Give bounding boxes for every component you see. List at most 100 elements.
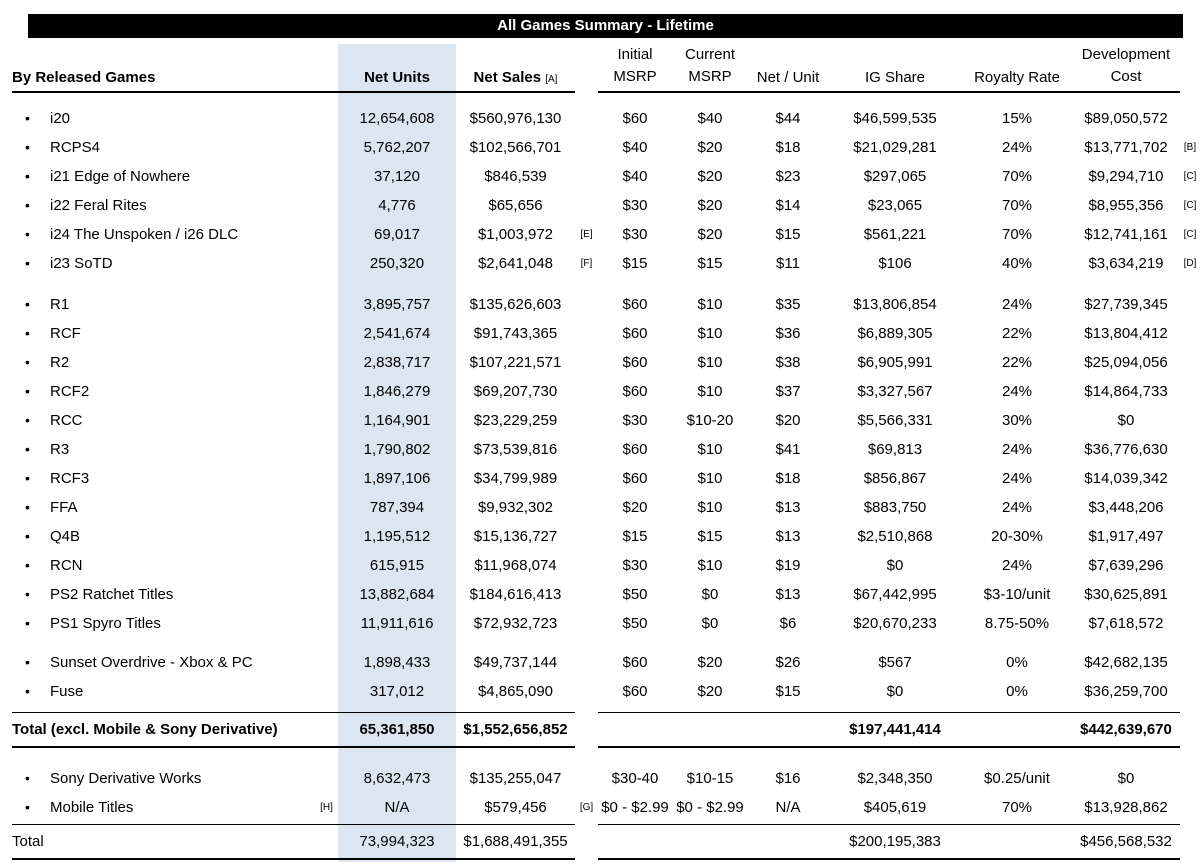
cell-dev-cost[interactable]: $13,804,412 bbox=[1084, 325, 1168, 342]
cell-name[interactable]: • i22 Feral Rites bbox=[12, 191, 315, 220]
table-row[interactable]: • R1 3,895,757 $135,626,603 $60 $10 $35 $13,806… bbox=[12, 290, 1200, 319]
cell-note-dev[interactable] bbox=[1180, 609, 1200, 638]
cell-note-sales[interactable] bbox=[575, 162, 598, 191]
cell-initial-msrp[interactable]: $60 bbox=[622, 383, 648, 400]
cell-net-sales[interactable]: $135,255,047 bbox=[469, 770, 562, 787]
cell-name[interactable]: Total (excl. Mobile & Sony Derivative) bbox=[12, 712, 315, 748]
cell-net-per-unit[interactable]: $36 bbox=[775, 325, 801, 342]
cell-name[interactable]: • R1 bbox=[12, 290, 315, 319]
cell-note-sales[interactable] bbox=[575, 609, 598, 638]
table-row[interactable]: • PS2 Ratchet Titles 13,882,684 $184,616,41… bbox=[12, 580, 1200, 609]
cell-net-sales[interactable]: $2,641,048 bbox=[477, 255, 554, 272]
cell-royalty-rate[interactable]: 24% bbox=[1001, 139, 1033, 156]
cell-ig-share[interactable]: $561,221 bbox=[863, 226, 927, 243]
cell-note-sales[interactable] bbox=[575, 290, 598, 319]
cell-name[interactable]: • Q4B bbox=[12, 522, 315, 551]
cell-name[interactable]: • i20 bbox=[12, 104, 315, 133]
cell-ig-share[interactable]: $856,867 bbox=[863, 470, 927, 487]
table-row[interactable]: • Q4B 1,195,512 $15,136,727 $15 $15 $13 $2,510,… bbox=[12, 522, 1200, 551]
cell-dev-cost[interactable]: $13,928,862 bbox=[1084, 799, 1168, 816]
cell-note-dev[interactable] bbox=[1180, 290, 1200, 319]
cell-ig-share[interactable]: $2,510,868 bbox=[857, 528, 933, 545]
cell-note-dev[interactable] bbox=[1180, 406, 1200, 435]
cell-ig-share[interactable]: $23,065 bbox=[867, 197, 923, 214]
cell-name[interactable]: • FFA bbox=[12, 493, 315, 522]
cell-royalty-rate[interactable]: 24% bbox=[1001, 441, 1033, 458]
cell-note-dev[interactable] bbox=[1180, 824, 1200, 857]
cell-net-units[interactable]: 1,897,106 bbox=[363, 470, 431, 487]
cell-net-per-unit[interactable]: $6 bbox=[779, 615, 797, 632]
cell-ig-share[interactable]: $567 bbox=[878, 654, 912, 671]
cell-name[interactable]: • PS2 Ratchet Titles bbox=[12, 580, 315, 609]
cell-royalty-rate[interactable]: 22% bbox=[1001, 325, 1033, 342]
cell-dev-cost[interactable]: $3,634,219 bbox=[1088, 255, 1164, 272]
cell-note-sales[interactable]: [E] bbox=[580, 229, 593, 240]
table-row[interactable]: • FFA 787,394 $9,932,302 $20 $10 $13 $883,750 24… bbox=[12, 493, 1200, 522]
cell-ig-share[interactable]: $2,348,350 bbox=[857, 770, 933, 787]
cell-dev-cost[interactable]: $25,094,056 bbox=[1084, 354, 1168, 371]
cell-note-sales[interactable] bbox=[575, 551, 598, 580]
cell-note-name[interactable] bbox=[315, 824, 338, 860]
cell-current-msrp[interactable]: $0 - $2.99 bbox=[676, 799, 744, 816]
cell-royalty-rate[interactable]: 24% bbox=[1001, 499, 1033, 516]
cell-royalty-rate[interactable]: 22% bbox=[1001, 354, 1033, 371]
cell-initial-msrp[interactable]: $30-40 bbox=[611, 770, 659, 787]
cell-note-dev[interactable] bbox=[1180, 551, 1200, 580]
cell-net-sales[interactable]: $72,932,723 bbox=[473, 615, 558, 632]
cell-current-msrp[interactable]: $10 bbox=[697, 296, 723, 313]
cell-net-units[interactable]: 73,994,323 bbox=[338, 824, 456, 860]
cell-note-name[interactable] bbox=[315, 377, 338, 406]
cell-ig-share[interactable]: $13,806,854 bbox=[853, 296, 937, 313]
cell-initial-msrp[interactable] bbox=[598, 824, 672, 860]
cell-current-msrp[interactable]: $10-15 bbox=[686, 770, 734, 787]
cell-note-dev[interactable] bbox=[1180, 377, 1200, 406]
cell-net-sales[interactable]: $579,456 bbox=[484, 799, 547, 816]
cell-net-sales[interactable]: $15,136,727 bbox=[473, 528, 558, 545]
cell-name[interactable]: Total bbox=[12, 824, 315, 860]
cell-net-per-unit[interactable]: $13 bbox=[775, 586, 801, 603]
cell-net-units[interactable]: 1,164,901 bbox=[363, 412, 431, 429]
cell-current-msrp[interactable]: $15 bbox=[697, 255, 723, 272]
cell-dev-cost[interactable]: $8,955,356 bbox=[1088, 197, 1164, 214]
cell-net-units[interactable]: 615,915 bbox=[369, 557, 425, 574]
cell-note-name[interactable] bbox=[315, 249, 338, 278]
table-row[interactable]: • RCN 615,915 $11,968,074 $30 $10 $19 $0 24% $7,6… bbox=[12, 551, 1200, 580]
column-header-royalty-rate[interactable]: Royalty Rate bbox=[962, 69, 1072, 93]
table-row[interactable]: • R3 1,790,802 $73,539,816 $60 $10 $41 $69,813 2… bbox=[12, 435, 1200, 464]
cell-ig-share[interactable]: $200,195,383 bbox=[828, 824, 962, 860]
cell-dev-cost[interactable]: $442,639,670 bbox=[1072, 712, 1180, 748]
cell-note-sales[interactable] bbox=[575, 435, 598, 464]
cell-note-name[interactable] bbox=[315, 348, 338, 377]
cell-note-name[interactable] bbox=[315, 609, 338, 638]
cell-royalty-rate[interactable] bbox=[962, 712, 1072, 748]
cell-royalty-rate[interactable]: 70% bbox=[1001, 197, 1033, 214]
cell-ig-share[interactable]: $197,441,414 bbox=[828, 712, 962, 748]
cell-note-name[interactable] bbox=[315, 580, 338, 609]
cell-royalty-rate[interactable]: 24% bbox=[1001, 383, 1033, 400]
cell-name[interactable]: • RCF2 bbox=[12, 377, 315, 406]
cell-note-dev[interactable] bbox=[1180, 493, 1200, 522]
cell-net-sales[interactable]: $73,539,816 bbox=[473, 441, 558, 458]
cell-net-units[interactable]: 69,017 bbox=[374, 226, 420, 243]
cell-dev-cost[interactable]: $7,639,296 bbox=[1088, 557, 1164, 574]
table-row[interactable]: • Fuse 317,012 $4,865,090 $60 $20 $15 $0 0% $36,2… bbox=[12, 677, 1200, 706]
cell-net-sales[interactable]: $135,626,603 bbox=[469, 296, 562, 313]
cell-note-name[interactable] bbox=[315, 319, 338, 348]
cell-note-dev[interactable]: [D] bbox=[1183, 258, 1197, 269]
cell-net-per-unit[interactable]: $20 bbox=[775, 412, 801, 429]
table-row[interactable]: • RCF3 1,897,106 $34,799,989 $60 $10 $18 $856,8… bbox=[12, 464, 1200, 493]
cell-note-sales[interactable] bbox=[575, 493, 598, 522]
cell-ig-share[interactable]: $69,813 bbox=[867, 441, 923, 458]
cell-initial-msrp[interactable]: $60 bbox=[622, 441, 648, 458]
cell-current-msrp[interactable]: $10 bbox=[697, 557, 723, 574]
cell-note-sales[interactable] bbox=[575, 764, 598, 793]
cell-ig-share[interactable]: $6,905,991 bbox=[857, 354, 933, 371]
cell-note-dev[interactable]: [C] bbox=[1183, 171, 1197, 182]
table-row[interactable]: • i22 Feral Rites 4,776 $65,656 $30 $20 $14 $23… bbox=[12, 191, 1200, 220]
cell-royalty-rate[interactable]: 70% bbox=[1001, 168, 1033, 185]
column-header-by-released-games[interactable]: By Released Games bbox=[12, 69, 315, 93]
cell-net-units[interactable]: 1,195,512 bbox=[363, 528, 431, 545]
cell-ig-share[interactable]: $0 bbox=[886, 557, 904, 574]
cell-dev-cost[interactable]: $89,050,572 bbox=[1084, 110, 1168, 127]
cell-initial-msrp[interactable]: $15 bbox=[622, 255, 648, 272]
